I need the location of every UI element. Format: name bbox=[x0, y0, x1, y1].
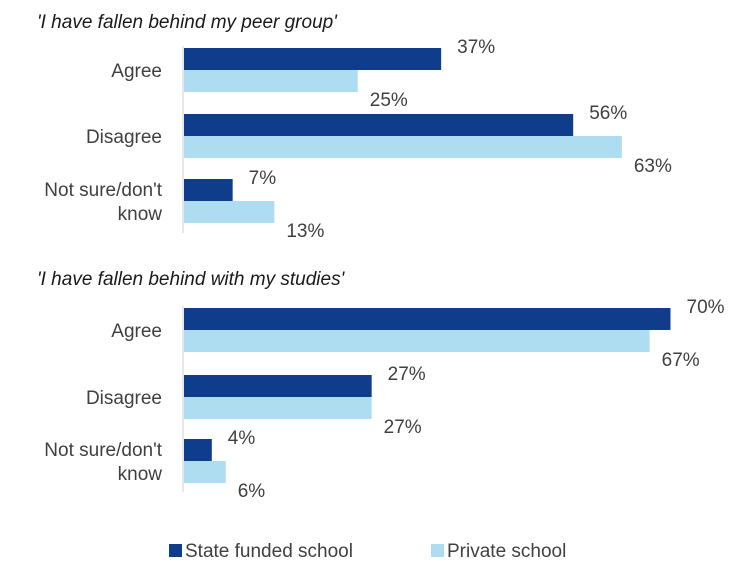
bar-private bbox=[184, 70, 358, 92]
category-label: Disagree bbox=[86, 127, 162, 148]
data-label: 56% bbox=[589, 103, 627, 124]
category-label: know bbox=[118, 464, 163, 485]
data-label: 37% bbox=[457, 37, 495, 58]
data-label: 13% bbox=[286, 221, 324, 242]
category-label: Agree bbox=[111, 61, 162, 82]
category-label: Not sure/don't bbox=[44, 440, 162, 461]
bar-state-funded bbox=[184, 114, 574, 136]
data-label: 25% bbox=[370, 90, 408, 111]
bar-private bbox=[184, 201, 275, 223]
category-label: Not sure/don't bbox=[44, 180, 162, 201]
data-label: 6% bbox=[238, 481, 266, 502]
data-label: 27% bbox=[388, 364, 426, 385]
legend-swatch-state-funded bbox=[169, 544, 182, 557]
data-label: 67% bbox=[662, 350, 700, 371]
bar-private bbox=[184, 397, 372, 419]
data-label: 27% bbox=[384, 417, 422, 438]
legend-label: State funded school bbox=[185, 541, 353, 562]
bar-state-funded bbox=[184, 179, 233, 201]
category-label: Disagree bbox=[86, 388, 162, 409]
category-label: Agree bbox=[111, 321, 162, 342]
legend-swatch-private bbox=[431, 544, 444, 557]
bar-private bbox=[184, 330, 650, 352]
bar-state-funded bbox=[184, 375, 372, 397]
data-label: 7% bbox=[249, 168, 277, 189]
bar-private bbox=[184, 136, 622, 158]
bar-state-funded bbox=[184, 308, 671, 330]
bar-state-funded bbox=[184, 439, 212, 461]
bar-private bbox=[184, 461, 226, 483]
panel-title: 'I have fallen behind my peer group' bbox=[37, 12, 338, 33]
data-label: 63% bbox=[634, 156, 672, 177]
data-label: 70% bbox=[687, 297, 725, 318]
legend-label: Private school bbox=[447, 541, 566, 562]
category-label: know bbox=[118, 204, 163, 225]
bar-state-funded bbox=[184, 48, 442, 70]
data-label: 4% bbox=[228, 428, 256, 449]
panel-title: 'I have fallen behind with my studies' bbox=[37, 269, 346, 290]
